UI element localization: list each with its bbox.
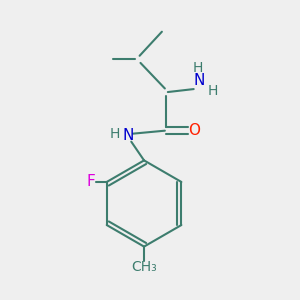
Text: H: H <box>192 61 203 75</box>
Text: F: F <box>86 175 95 190</box>
Text: N: N <box>122 128 134 142</box>
Text: O: O <box>189 123 201 138</box>
Text: H: H <box>208 84 218 98</box>
Text: H: H <box>109 127 119 141</box>
Text: CH₃: CH₃ <box>131 260 157 274</box>
Text: N: N <box>194 73 205 88</box>
